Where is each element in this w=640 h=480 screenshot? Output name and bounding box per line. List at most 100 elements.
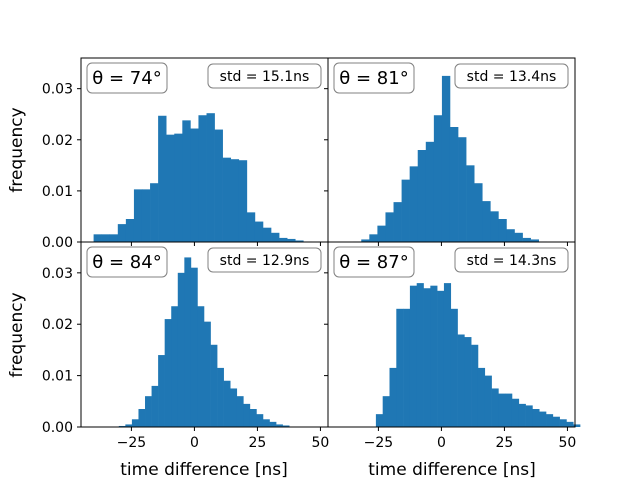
histogram-bar <box>109 234 119 242</box>
std-label: std = 12.9ns <box>220 253 310 269</box>
histogram-bar <box>125 424 133 427</box>
std-label: std = 15.1ns <box>220 69 310 85</box>
histogram-bar <box>184 257 192 427</box>
histogram-bar <box>138 409 146 427</box>
x-axis-title-right: time difference [ns] <box>368 460 535 480</box>
histogram-bar <box>457 334 465 427</box>
histogram-bar <box>525 405 533 427</box>
histogram-bar <box>573 424 581 427</box>
histogram-bar <box>464 337 472 427</box>
histogram-bar <box>158 115 167 242</box>
histogram-bar <box>409 166 419 242</box>
histogram-bar <box>197 306 205 427</box>
histogram-bar <box>530 239 540 242</box>
histogram-bar <box>518 403 526 428</box>
histogram-bar <box>522 237 531 242</box>
std-label-box <box>207 247 322 273</box>
histogram-bar <box>382 396 390 427</box>
std-label: std = 13.4ns <box>467 69 557 85</box>
theta-label-box <box>86 62 168 94</box>
x-tick-label: 50 <box>312 435 330 451</box>
theta-label: θ = 81° <box>339 68 408 89</box>
x-tick-label: −25 <box>364 435 394 451</box>
histogram-bar <box>125 219 135 242</box>
histogram-bar <box>430 285 438 427</box>
histogram-bar <box>425 141 435 242</box>
theta-label: θ = 74° <box>92 68 161 89</box>
histogram-bar <box>150 183 159 242</box>
histogram-bar <box>484 375 492 427</box>
y-tick-label: 0.02 <box>42 317 73 333</box>
histogram-bar <box>441 75 451 242</box>
histogram-bar <box>210 344 218 427</box>
histogram-bar <box>566 421 574 427</box>
histogram-bar <box>514 232 523 242</box>
theta-label-box <box>86 246 168 278</box>
y-tick-label: 0.00 <box>42 235 73 251</box>
histogram-bar <box>101 234 111 242</box>
histogram-bar <box>262 227 272 242</box>
histogram-bar <box>396 308 404 427</box>
std-label: std = 14.3ns <box>467 253 557 269</box>
histogram-bar <box>282 425 290 427</box>
std-label-box <box>207 63 322 89</box>
histogram-bar <box>238 160 248 242</box>
histogram-bar <box>236 396 244 427</box>
panel-bottom-right: −25 0 25 50 θ = 87° std = 14.3ns <box>324 241 581 451</box>
histogram-bar <box>532 409 540 427</box>
histogram-bar <box>498 219 507 242</box>
histogram-bar <box>246 212 256 242</box>
histogram-bar <box>552 416 560 427</box>
y-tick-label: 0.00 <box>42 420 73 436</box>
std-label-box <box>454 63 569 89</box>
histogram-bar <box>243 403 251 428</box>
histogram-bar <box>145 396 152 427</box>
histogram-bar <box>401 179 410 242</box>
histogram-bar <box>437 290 445 427</box>
histogram-bar <box>287 238 296 242</box>
histogram-bar <box>206 113 215 242</box>
histogram-bar <box>443 283 452 427</box>
histogram-bar <box>271 232 280 242</box>
theta-label: θ = 84° <box>92 252 161 273</box>
histogram-bar <box>166 134 175 242</box>
histogram-bar <box>498 393 506 427</box>
histogram-bar <box>190 128 199 242</box>
histogram-bar <box>295 240 304 242</box>
histogram-bar <box>230 159 240 242</box>
histogram-bar <box>416 283 424 427</box>
histogram-bar <box>198 115 207 242</box>
histogram-bar <box>174 133 183 242</box>
histogram-bar <box>171 306 179 427</box>
histogram-bar <box>151 385 159 427</box>
histogram-bar <box>262 419 270 427</box>
histogram-bar <box>477 367 486 427</box>
histogram-bar <box>474 183 483 242</box>
y-axis-title-top: frequency <box>7 107 27 192</box>
x-tick-label: −25 <box>117 435 147 451</box>
histogram-bar <box>433 115 443 242</box>
theta-label-box <box>333 62 415 94</box>
histogram-bar <box>505 393 513 427</box>
x-tick-label: 0 <box>190 435 199 451</box>
histogram-bar <box>559 419 567 427</box>
histogram-bar <box>491 388 499 427</box>
histogram-bar <box>190 267 198 427</box>
histogram-bar <box>177 272 185 427</box>
histogram-bar <box>511 398 520 427</box>
histogram-bar <box>403 308 411 427</box>
x-tick-label: 0 <box>437 435 446 451</box>
histogram-bar <box>449 127 459 242</box>
panel-top-left: 0.00 0.01 0.02 0.03 θ = 74° std = 15.1ns <box>42 57 329 251</box>
histogram-bar <box>269 421 277 427</box>
histogram-bar <box>222 157 232 242</box>
axes-frame <box>327 241 576 428</box>
histogram-bar <box>506 229 515 242</box>
y-tick-label: 0.02 <box>42 133 73 149</box>
histogram-bar <box>131 419 139 427</box>
histogram-bar <box>276 424 283 427</box>
histogram-bar <box>361 239 370 242</box>
histogram-bar <box>217 367 224 427</box>
histogram-bar <box>546 414 554 427</box>
histogram-bar <box>393 202 402 242</box>
